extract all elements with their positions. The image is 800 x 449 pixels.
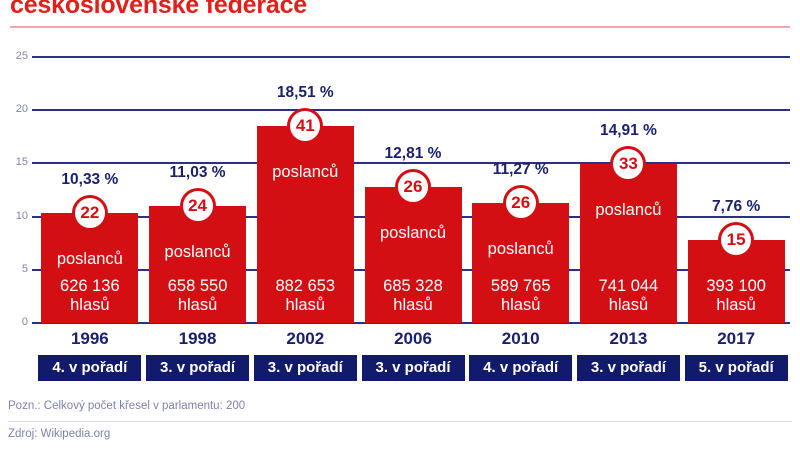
page-title: československé federace <box>10 0 307 19</box>
rank-badge: 3. v pořadí <box>253 355 357 381</box>
seat-count-badge: 22 <box>71 195 108 232</box>
bar-group[interactable]: 11,03 % 24 poslanců 658 550 hlasů <box>149 164 247 323</box>
gridline-15 <box>36 162 790 165</box>
votes-number: 589 765 <box>490 277 551 295</box>
bar[interactable] <box>149 205 247 323</box>
y-axis-tick-label: 25 <box>15 50 28 62</box>
votes-word-label: hlasů <box>177 296 218 314</box>
votes-block: 626 136 hlasů <box>41 277 138 315</box>
bar-percent-label: 14,91 % <box>599 122 657 140</box>
rank-badge: 5. v pořadí <box>684 355 788 381</box>
y-axis-tick-label: 5 <box>21 262 28 275</box>
votes-block: 589 765 hlasů <box>472 277 569 315</box>
bar-percent-label: 7,76 % <box>712 198 761 216</box>
seat-count-badge: 24 <box>179 187 216 224</box>
votes-number: 685 328 <box>383 277 443 295</box>
x-axis-year-label: 1996 <box>70 329 109 348</box>
bar[interactable] <box>472 203 570 323</box>
seat-count-badge: 41 <box>287 108 324 145</box>
seats-word-label: poslanců <box>164 242 231 261</box>
votes-block: 741 044 hlasů <box>580 277 677 315</box>
votes-word-label: hlasů <box>70 296 110 314</box>
votes-number: 658 550 <box>167 277 228 295</box>
bar-group[interactable]: 12,81 % 26 poslanců 685 328 hlasů <box>364 145 462 323</box>
y-tick-mark-10 <box>32 215 41 218</box>
title-divider <box>10 26 790 28</box>
bar-percent-label: 10,33 % <box>61 171 119 189</box>
votes-block: 658 550 hlasů <box>149 277 246 315</box>
seats-word-label: poslanců <box>379 223 447 242</box>
gridline-0 <box>36 322 790 324</box>
bar[interactable] <box>256 126 354 323</box>
bar[interactable] <box>364 186 462 323</box>
seat-count-badge: 15 <box>718 222 755 259</box>
seats-word-label: poslanců <box>595 201 662 220</box>
seat-count-badge: 26 <box>395 168 431 205</box>
bar-group[interactable]: 10,33 % 22 poslanců 626 136 hlasů <box>41 171 139 323</box>
votes-word-label: hlasů <box>500 296 541 314</box>
seats-word-label: poslanců <box>56 250 123 269</box>
votes-word-label: hlasů <box>716 296 756 314</box>
seat-count-badge: 33 <box>610 146 647 183</box>
votes-word-label: hlasů <box>608 296 649 314</box>
votes-word-label: hlasů <box>285 296 325 314</box>
bar-percent-label: 12,81 % <box>384 144 442 162</box>
rank-badge: 3. v pořadí <box>361 355 465 381</box>
y-tick-mark-15 <box>32 162 41 165</box>
rank-badge: 3. v pořadí <box>576 355 680 381</box>
y-tick-mark-20 <box>32 109 41 112</box>
footnote: Pozn.: Celkový počet křesel v parlamentu… <box>8 400 246 412</box>
x-axis-year-label: 1998 <box>178 329 217 348</box>
bar-percent-label: 18,51 % <box>276 84 334 102</box>
x-axis-year-label: 2013 <box>609 329 648 348</box>
bar-group[interactable]: 7,76 % 15 393 100 hlasů <box>687 198 785 323</box>
seat-count-badge: 26 <box>502 185 539 222</box>
x-axis-year-label: 2010 <box>501 329 540 348</box>
y-tick-mark-5 <box>32 268 41 271</box>
rank-badge: 3. v pořadí <box>146 355 250 381</box>
votes-number: 882 653 <box>275 277 336 295</box>
gridline-25 <box>36 56 790 58</box>
seats-word-label: poslanců <box>487 240 554 259</box>
bar-group[interactable]: 11,27 % 26 poslanců 589 765 hlasů <box>472 161 570 323</box>
x-axis-year-label: 2002 <box>286 329 325 348</box>
y-tick-mark-25 <box>32 56 41 58</box>
votes-number: 626 136 <box>60 277 120 295</box>
votes-block: 685 328 hlasů <box>365 277 462 315</box>
y-axis-tick-label: 0 <box>21 316 28 328</box>
gridline-20 <box>36 109 790 112</box>
bar-group[interactable]: 18,51 % 41 poslanců 882 653 hlasů <box>256 84 354 323</box>
votes-number: 393 100 <box>706 277 766 295</box>
bar-percent-label: 11,03 % <box>169 163 226 181</box>
votes-word-label: hlasů <box>393 296 433 314</box>
seats-word-label: poslanců <box>272 163 339 182</box>
bar[interactable] <box>579 164 677 323</box>
y-tick-mark-0 <box>32 322 41 324</box>
bar[interactable] <box>41 213 139 323</box>
y-axis-tick-label: 15 <box>15 156 28 169</box>
bar-percent-label: 11,27 % <box>492 161 549 179</box>
votes-number: 741 044 <box>598 277 659 295</box>
rank-badge: 4. v pořadí <box>469 355 573 381</box>
rank-badge: 4. v pořadí <box>38 355 142 381</box>
y-axis-tick-label: 20 <box>15 103 28 116</box>
y-axis-tick-label: 10 <box>15 209 28 222</box>
votes-block: 882 653 hlasů <box>257 277 354 315</box>
x-axis-year-label: 2017 <box>717 329 756 348</box>
source-label: Zdroj: Wikipedia.org <box>8 428 111 440</box>
bar-group[interactable]: 14,91 % 33 poslanců 741 044 hlasů <box>579 122 677 323</box>
footer-divider <box>8 421 792 422</box>
x-axis-year-label: 2006 <box>394 329 432 348</box>
votes-block: 393 100 hlasů <box>688 277 785 315</box>
